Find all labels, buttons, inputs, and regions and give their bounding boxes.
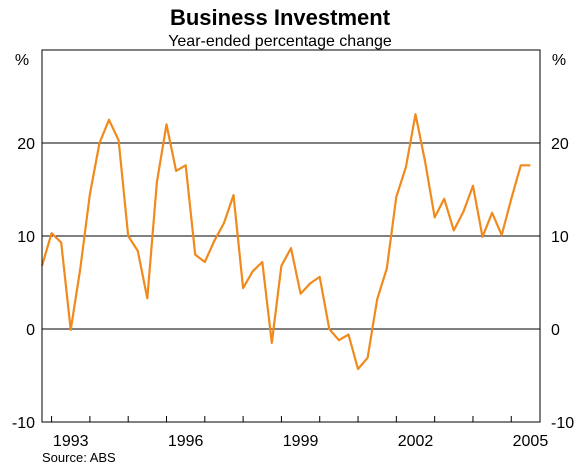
x-tick-label: 2002 — [398, 433, 434, 450]
tick-marks — [51, 416, 512, 422]
y-tick-label-left: 0 — [26, 322, 35, 339]
y-tick-label-right: -10 — [551, 415, 574, 432]
x-tick-label: 1999 — [283, 433, 319, 450]
chart-title: Business Investment — [170, 5, 391, 30]
y-tick-label-right: 10 — [551, 229, 569, 246]
tick-labels: -10 -10 0 0 10 10 20 20 1993 1996 1999 2002 2005 — [12, 136, 574, 450]
gridlines — [42, 142, 540, 330]
plot-frame — [41, 49, 541, 423]
chart-subtitle: Year-ended percentage change — [168, 33, 392, 50]
y-tick-label-right: 0 — [551, 322, 560, 339]
series-layer — [40, 113, 531, 371]
y-unit-left: % — [15, 52, 29, 69]
y-unit-right: % — [552, 52, 566, 69]
series-line — [40, 113, 531, 371]
x-tick-label: 1993 — [53, 433, 89, 450]
x-tick-label: 2005 — [513, 433, 549, 450]
x-tick-label: 1996 — [168, 433, 204, 450]
y-tick-label-left: 10 — [17, 229, 35, 246]
y-tick-label-left: -10 — [12, 415, 35, 432]
source-note: Source: ABS — [42, 450, 116, 465]
y-tick-label-left: 20 — [17, 136, 35, 153]
y-tick-label-right: 20 — [551, 136, 569, 153]
